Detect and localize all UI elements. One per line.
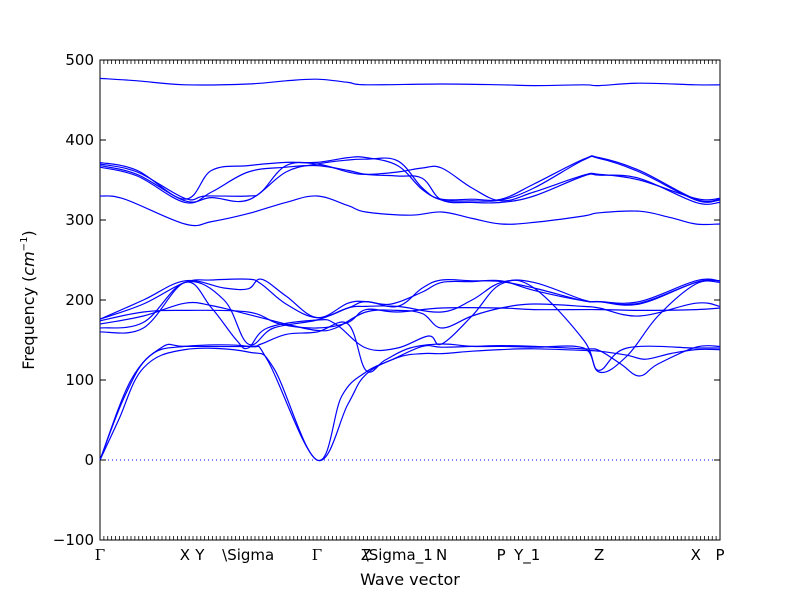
y-axis-label-unit-exponent: −1 bbox=[19, 237, 30, 252]
x-axis-label: Wave vector bbox=[360, 570, 460, 589]
x-axis-ticks: Γ X Y \Sigma Γ Z\Sigma_1 N P Y_1 Z X P bbox=[95, 60, 725, 565]
phonon-band-1 bbox=[99, 347, 721, 461]
phonon-band-4 bbox=[99, 279, 721, 374]
x-tick-label-1: Γ bbox=[95, 546, 105, 564]
phonon-band-15 bbox=[99, 77, 721, 87]
phonon-band-11 bbox=[99, 164, 721, 205]
y-tick-label: 200 bbox=[65, 291, 94, 309]
y-tick-label: 400 bbox=[65, 131, 94, 149]
x-tick-label-13: P bbox=[715, 546, 724, 564]
x-tick-label-2: X bbox=[180, 546, 190, 564]
y-axis-label-text: Frequency ( bbox=[19, 276, 38, 370]
y-tick-label: −100 bbox=[53, 531, 94, 549]
x-tick-label-10: Y_1 bbox=[513, 546, 540, 565]
x-tick-label-4: \Sigma bbox=[222, 546, 274, 564]
y-axis-label-close: ) bbox=[19, 230, 38, 236]
y-tick-label: 500 bbox=[65, 51, 94, 69]
x-tick-label-3: Y bbox=[194, 546, 205, 564]
y-axis-ticks: −100 0 100 200 300 400 500 bbox=[53, 51, 720, 549]
phonon-band-7 bbox=[99, 307, 721, 329]
x-tick-label-11: Z bbox=[594, 546, 604, 564]
phonon-band-12 bbox=[99, 155, 721, 203]
phonon-band-2 bbox=[99, 344, 721, 461]
x-tick-label-8: N bbox=[436, 546, 447, 564]
x-tick-label-9: P bbox=[497, 546, 506, 564]
phonon-band-10 bbox=[99, 195, 721, 227]
y-axis-label-unit: cm bbox=[19, 251, 38, 275]
y-tick-label: 300 bbox=[65, 211, 94, 229]
x-tick-label-12: X bbox=[691, 546, 701, 564]
phonon-band-13 bbox=[99, 161, 721, 202]
x-tick-label-5: Γ bbox=[312, 546, 322, 564]
phonon-band-14 bbox=[99, 155, 721, 203]
y-tick-label: 100 bbox=[65, 371, 94, 389]
y-tick-label: 0 bbox=[84, 451, 94, 469]
phonon-band-9 bbox=[99, 278, 721, 320]
x-tick-label-6: Z bbox=[361, 546, 371, 564]
x-tick-label-7: \Sigma_1 bbox=[364, 546, 433, 565]
bands-layer bbox=[99, 77, 721, 461]
y-axis-label: Frequency (cm−1) bbox=[19, 230, 38, 369]
